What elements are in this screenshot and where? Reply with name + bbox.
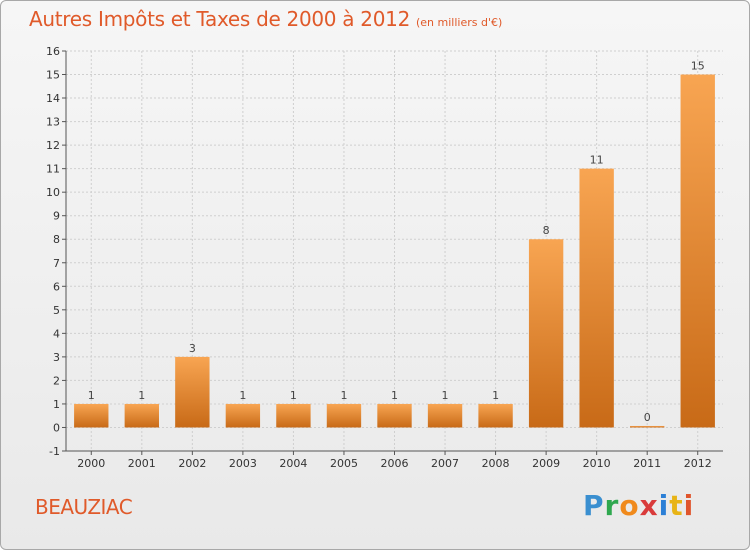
value-label-2011: 0 (644, 411, 651, 424)
x-tick-label-2003: 2003 (229, 457, 257, 470)
y-tick-label: -1 (49, 445, 60, 458)
value-label-2005: 1 (340, 389, 347, 402)
y-tick-label: 8 (53, 233, 60, 246)
y-tick-label: 16 (46, 45, 60, 58)
x-tick-label-2010: 2010 (583, 457, 611, 470)
value-label-2001: 1 (138, 389, 145, 402)
bar-2004 (276, 403, 311, 428)
bar-2006 (377, 403, 412, 428)
axes (62, 50, 723, 455)
y-tick-label: 15 (46, 69, 60, 82)
y-tick-label: 3 (53, 351, 60, 364)
y-tick-label: 1 (53, 398, 60, 411)
value-label-2007: 1 (442, 389, 449, 402)
y-tick-label: 10 (46, 186, 60, 199)
x-tick-label-2001: 2001 (128, 457, 156, 470)
y-tick-label: 4 (53, 327, 60, 340)
bar-2005 (326, 403, 362, 428)
bar-2002 (175, 356, 210, 428)
logo-letter: r (604, 489, 620, 522)
bar-2012 (680, 74, 715, 428)
logo-letter: P (583, 489, 605, 522)
logo-letter: o (619, 489, 640, 522)
y-tick-label: 0 (53, 421, 60, 434)
x-tick-label-2000: 2000 (77, 457, 105, 470)
bar-2000 (74, 403, 109, 428)
value-label-2006: 1 (391, 389, 398, 402)
y-tick-label: 7 (53, 257, 60, 270)
logo-letter: i (683, 489, 695, 522)
chart-title-block: Autres Impôts et Taxes de 2000 à 2012 (en… (29, 7, 502, 31)
value-label-2008: 1 (492, 389, 499, 402)
bar-2010 (579, 168, 614, 428)
y-tick-label: 6 (53, 280, 60, 293)
logo-letter: i (658, 489, 670, 522)
x-tick-label-2009: 2009 (532, 457, 560, 470)
x-tick-label-2012: 2012 (684, 457, 712, 470)
bar-2008 (478, 403, 513, 428)
logo-letter: x (639, 489, 659, 522)
x-tick-label-2011: 2011 (633, 457, 661, 470)
x-tick-label-2004: 2004 (279, 457, 307, 470)
bar-2011 (630, 425, 665, 428)
x-tick-label-2006: 2006 (381, 457, 409, 470)
y-tick-label: 14 (46, 92, 60, 105)
chart-title: Autres Impôts et Taxes de 2000 à 2012 (29, 7, 410, 31)
y-tick-label: 11 (46, 163, 60, 176)
value-label-2000: 1 (88, 389, 95, 402)
proxiti-logo: Proxiti (583, 489, 694, 522)
y-tick-label: 5 (53, 304, 60, 317)
bar-2003 (225, 403, 261, 428)
bar-2001 (124, 403, 159, 428)
x-tick-label-2005: 2005 (330, 457, 358, 470)
value-label-2009: 8 (543, 224, 550, 237)
x-tick-label-2002: 2002 (178, 457, 206, 470)
x-tick-label-2007: 2007 (431, 457, 459, 470)
value-label-2012: 15 (691, 60, 705, 73)
value-label-2004: 1 (290, 389, 297, 402)
bars (74, 74, 715, 428)
value-label-2002: 3 (189, 342, 196, 355)
y-tick-label: 12 (46, 139, 60, 152)
y-tick-label: 13 (46, 116, 60, 129)
y-tick-label: 2 (53, 374, 60, 387)
x-tick-label-2008: 2008 (482, 457, 510, 470)
labels: -101234567891011121314151612000120013200… (46, 45, 712, 470)
logo-letter: t (669, 489, 684, 522)
bar-2009 (528, 239, 564, 428)
value-label-2010: 11 (590, 154, 604, 167)
unit-note: (en milliers d'€) (416, 16, 503, 29)
bar-2007 (427, 403, 463, 428)
value-label-2003: 1 (239, 389, 246, 402)
commune-name: BEAUZIAC (35, 495, 133, 519)
y-tick-label: 9 (53, 210, 60, 223)
